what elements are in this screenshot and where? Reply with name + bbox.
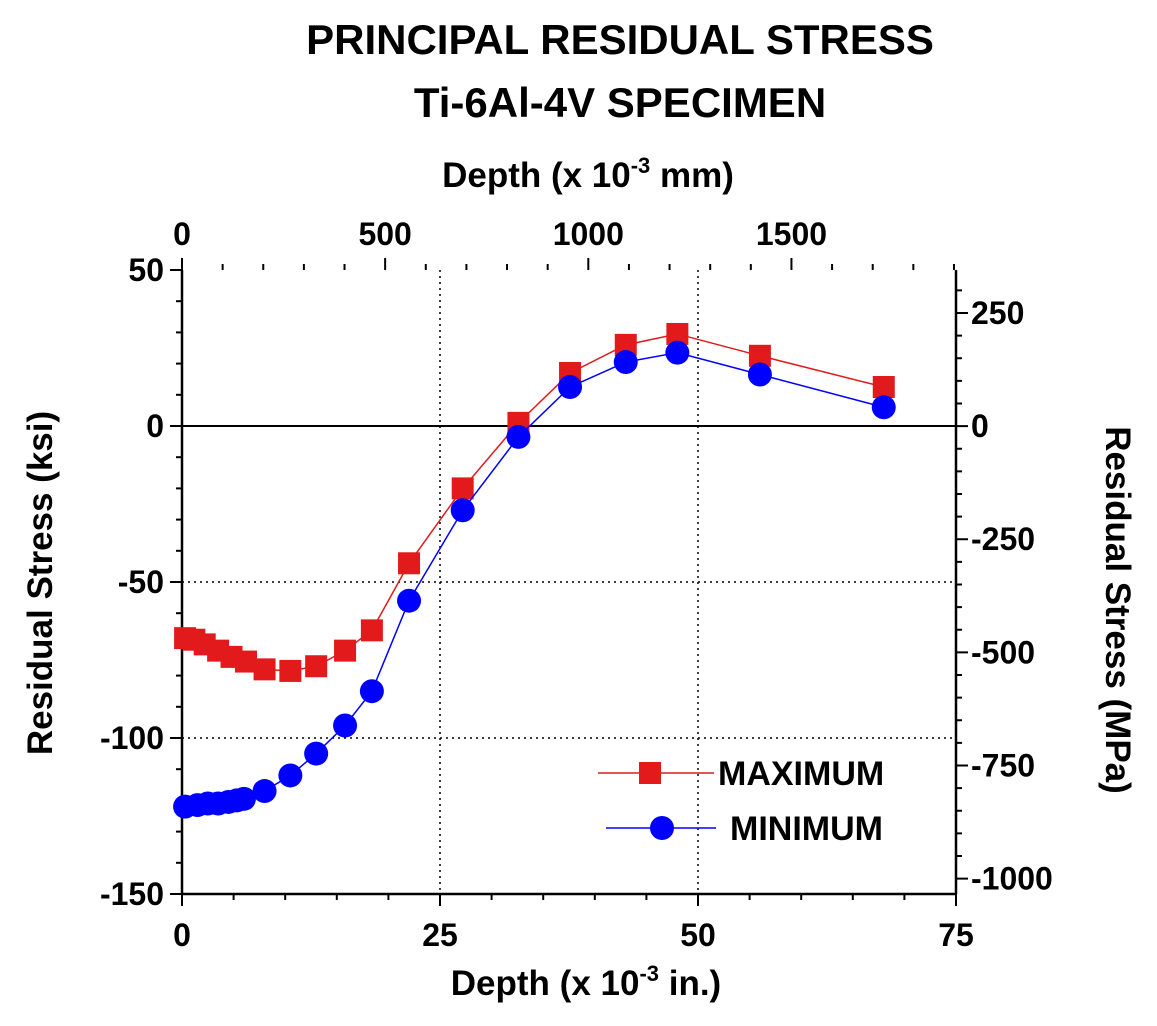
bottom-x-axis-title: Depth (x 10-3 in.) [451,961,721,1003]
data-point-square [279,659,302,682]
data-point-circle [359,679,384,704]
top-tick-label: 1000 [553,216,624,252]
top-tick-label: 500 [358,216,411,252]
chart-title: PRINCIPAL RESIDUAL STRESS [306,16,934,63]
series-maximum [174,322,895,682]
data-point-circle [747,362,772,387]
top-x-axis-title-main: Depth (x 10 [442,156,631,195]
legend-marker-circle [650,816,674,840]
top-x-axis-title-unit: mm) [650,156,734,195]
chart-subtitle: Ti-6Al-4V SPECIMEN [414,79,826,126]
data-point-circle [304,741,329,766]
bottom-x-axis-title-main: Depth (x 10 [451,964,640,1003]
data-point-square [872,376,895,398]
data-point-circle [231,786,256,811]
data-point-square [360,619,383,642]
data-point-circle [613,350,638,375]
data-point-square [305,655,328,678]
data-point-circle [506,424,531,449]
series-line-maximum [184,333,884,672]
bottom-tick-label: 25 [422,917,458,953]
left-tick-label: 0 [146,408,164,444]
right-tick-label: -750 [971,747,1035,783]
data-point-square [748,344,771,367]
series-line-minimum [185,351,884,808]
left-tick-label: -150 [100,876,164,912]
left-tick-label: -50 [118,564,164,600]
data-point-square [234,650,257,673]
legend-label: MINIMUM [730,810,883,848]
legend-label: MAXIMUM [718,755,884,793]
data-point-circle [871,395,896,420]
data-point-circle [558,375,583,399]
top-x-axis-title: Depth (x 10-3 mm) [442,153,734,195]
legend-item-maximum: MAXIMUM [598,755,884,793]
data-point-square [614,333,637,356]
top-x-axis-title-exponent: -3 [631,153,651,178]
data-point-square [451,477,474,500]
data-point-square [334,639,357,662]
legend-marker-square [639,762,661,784]
right-tick-label: -500 [971,634,1035,670]
data-point-circle [450,498,475,523]
bottom-x-axis-title-exponent: -3 [639,961,659,986]
bottom-tick-label: 75 [938,917,974,953]
right-tick-label: -250 [971,521,1035,557]
legend-item-minimum: MINIMUM [606,810,883,848]
legend: MAXIMUM MINIMUM [598,755,884,848]
left-tick-label: 50 [128,252,164,288]
left-y-axis-title: Residual Stress (ksi) [21,411,60,755]
data-point-square [666,322,689,345]
data-series [173,322,896,819]
data-point-circle [278,763,303,788]
right-y-axis-title: Residual Stress (MPa) [1098,426,1137,794]
top-tick-label: 1500 [756,216,827,252]
right-tick-label: 250 [971,295,1024,331]
bottom-tick-label: 50 [680,917,716,953]
bottom-tick-label: 0 [173,917,191,953]
series-minimum [173,340,896,819]
data-point-square [398,552,421,575]
top-tick-label: 0 [173,216,191,252]
bottom-x-axis-title-unit: in.) [659,964,721,1003]
data-point-square [253,658,276,681]
grid-lines [182,270,956,894]
data-point-circle [333,713,358,738]
left-tick-label: -100 [100,720,164,756]
data-point-circle [397,588,422,613]
right-tick-label: 0 [971,408,989,444]
data-point-circle [665,340,690,365]
right-tick-label: -1000 [971,861,1053,897]
data-point-circle [252,779,277,804]
